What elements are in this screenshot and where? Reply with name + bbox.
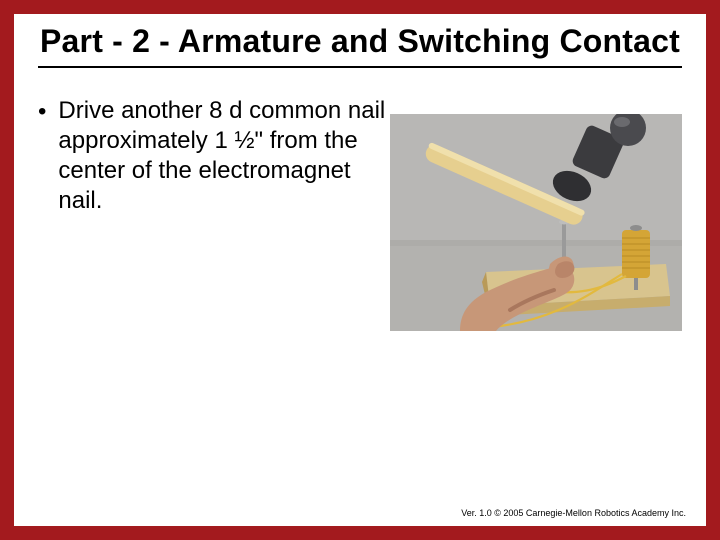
copyright-footer: Ver. 1.0 © 2005 Carnegie-Mellon Robotics… — [461, 508, 686, 518]
slide: Part - 2 - Armature and Switching Contac… — [0, 0, 720, 540]
slide-title: Part - 2 - Armature and Switching Contac… — [38, 22, 682, 60]
bullet-item: • Drive another 8 d common nail approxim… — [38, 96, 398, 216]
body: • Drive another 8 d common nail approxim… — [14, 68, 706, 216]
photo-illustration — [390, 114, 682, 331]
bullet-marker: • — [38, 98, 46, 127]
bullet-text: Drive another 8 d common nail approximat… — [58, 96, 398, 216]
title-block: Part - 2 - Armature and Switching Contac… — [14, 14, 706, 68]
instruction-photo — [390, 114, 682, 331]
